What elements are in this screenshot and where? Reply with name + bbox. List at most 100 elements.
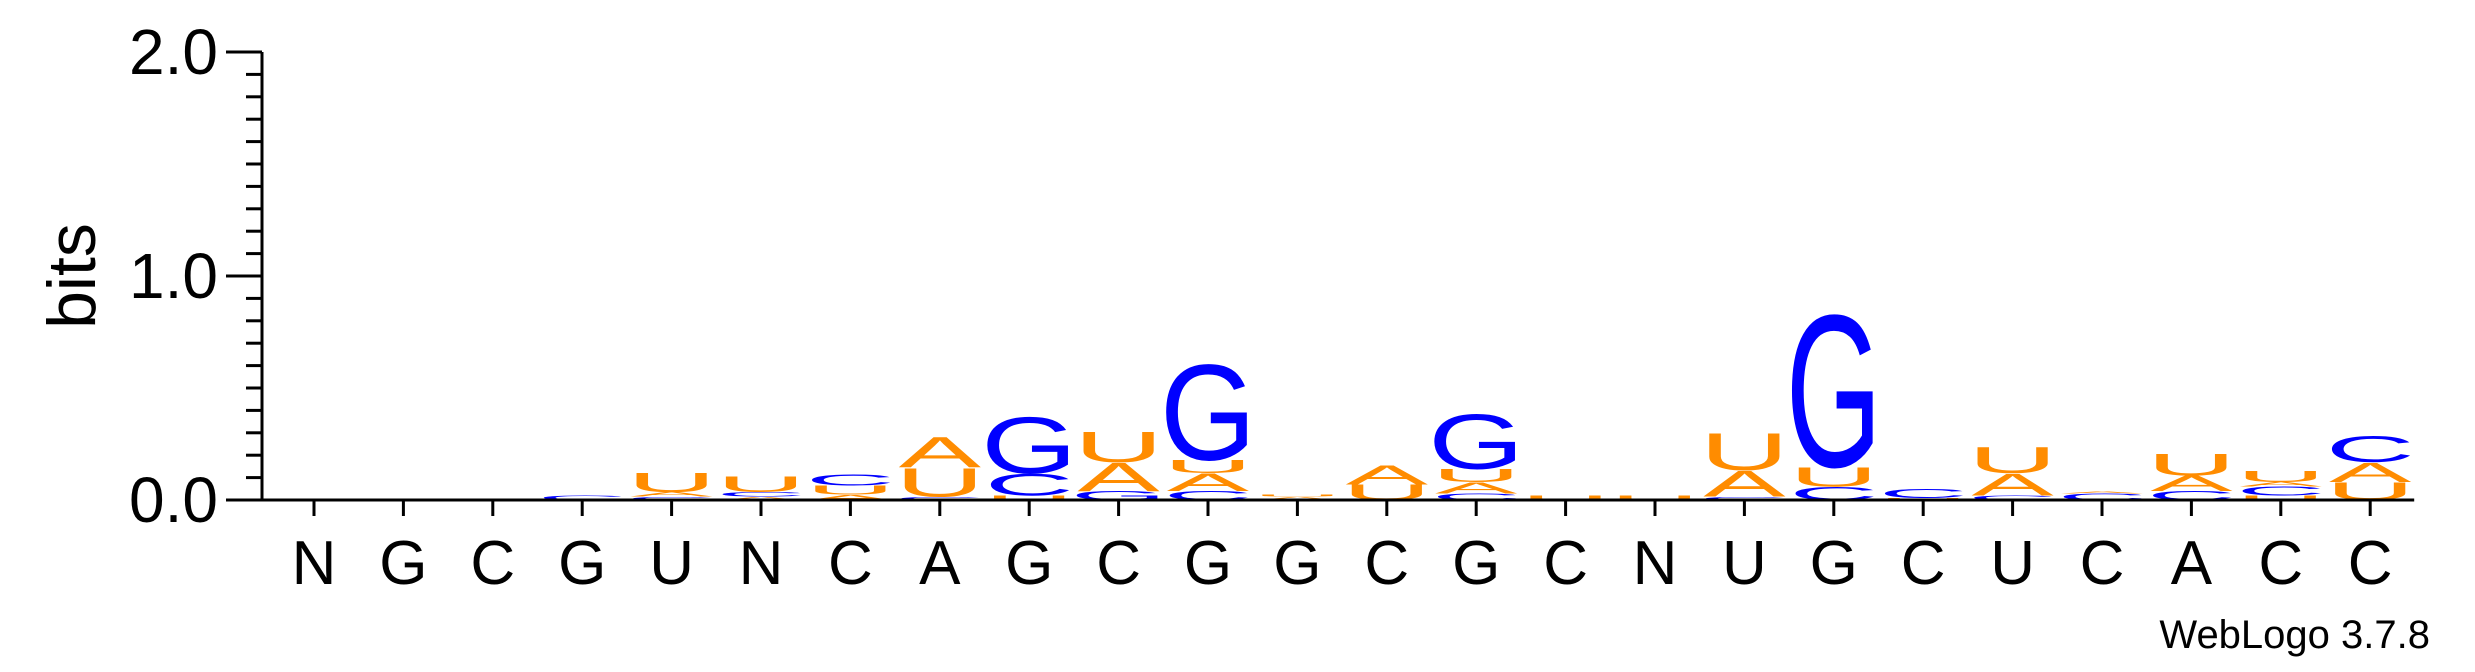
y-tick-label: 1.0 bbox=[129, 240, 218, 312]
stack-letter: U bbox=[806, 483, 895, 497]
stack-letter: C bbox=[1432, 492, 1521, 502]
stack-letter: A bbox=[720, 496, 803, 501]
stack-letter: U bbox=[2236, 494, 2325, 501]
x-tick-label: U bbox=[649, 529, 694, 598]
stack-letter: A bbox=[1435, 479, 1518, 496]
stack-letter: U bbox=[1074, 422, 1163, 471]
x-tick-label: G bbox=[558, 529, 606, 598]
stack-letter: U bbox=[1521, 494, 1610, 501]
stack-letter: A bbox=[2329, 457, 2412, 488]
stack-letter: U bbox=[895, 461, 984, 506]
stack-letter: C bbox=[895, 496, 984, 501]
y-tick-label: 2.0 bbox=[129, 16, 218, 88]
stack-letter: U bbox=[627, 467, 716, 498]
stack-letter: A bbox=[809, 493, 892, 502]
letter-stack: UAC bbox=[2326, 428, 2415, 505]
letter-stack: CA bbox=[2057, 490, 2146, 502]
letter-stack: GAU bbox=[1071, 422, 1167, 502]
stack-letter: U bbox=[1432, 465, 1521, 486]
stack-letter: C bbox=[985, 468, 1074, 503]
stack-letter: C bbox=[1700, 496, 1789, 501]
stack-letter: U bbox=[1163, 456, 1252, 477]
x-tick-label: A bbox=[2171, 529, 2213, 598]
stack-letter: U bbox=[2147, 447, 2236, 482]
letter-stack: C bbox=[538, 494, 627, 501]
stack-letter: A bbox=[2061, 490, 2144, 493]
weblogo-version-label: WebLogo 3.7.8 bbox=[2159, 613, 2430, 657]
stack-letter: U bbox=[1789, 461, 1878, 492]
letter-stack: CAU bbox=[2147, 447, 2236, 502]
x-tick-label: C bbox=[828, 529, 873, 598]
stack-letter: U bbox=[985, 494, 1074, 501]
x-tick-label: G bbox=[1005, 529, 1053, 598]
x-tick-label: C bbox=[2348, 529, 2393, 598]
letter-stack: ACU bbox=[716, 473, 805, 501]
stack-letter: C bbox=[627, 496, 716, 501]
stack-letter: A bbox=[1703, 463, 1786, 505]
x-tick-label: C bbox=[2258, 529, 2303, 598]
letter-stack: CAU bbox=[1700, 422, 1789, 504]
letter-stack: U bbox=[1521, 494, 1610, 501]
letter-stack: AU bbox=[1253, 494, 1342, 501]
stack-letter: G bbox=[981, 400, 1077, 491]
stack-letter: C bbox=[2057, 492, 2146, 502]
stack-letter: A bbox=[1167, 468, 1250, 496]
stack-letter: U bbox=[1610, 494, 1699, 501]
stack-letter: U bbox=[1700, 422, 1789, 481]
stack-letter: A bbox=[1077, 455, 1160, 500]
stack-letter: G bbox=[1428, 399, 1524, 486]
stack-letter: U bbox=[716, 473, 805, 497]
x-tick-label: U bbox=[1722, 529, 1767, 598]
stack-letter: C bbox=[538, 494, 627, 501]
stack-letter: C bbox=[1879, 487, 1968, 501]
x-tick-label: C bbox=[1543, 529, 1588, 598]
x-tick-label: G bbox=[1452, 529, 1500, 598]
letter-stack: CAU bbox=[627, 467, 716, 501]
x-tick-label: C bbox=[470, 529, 515, 598]
stack-letter: C bbox=[1968, 494, 2057, 501]
x-tick-label: C bbox=[1364, 529, 1409, 598]
y-axis: 0.0 1.0 2.0 bbox=[129, 16, 264, 536]
stack-letter: A bbox=[1346, 459, 1429, 490]
letter-stack: U bbox=[1610, 494, 1699, 501]
stack-letter: A bbox=[1256, 496, 1339, 501]
x-tick-label: G bbox=[1810, 529, 1858, 598]
letter-stacks: CCAUACUAUCCUAUCGGAUCAUGAUUACAUGUUCAUCUGU… bbox=[538, 270, 2415, 514]
stack-letter: U bbox=[2236, 468, 2325, 485]
letter-stack: UCG bbox=[981, 400, 1077, 502]
stack-letter: A bbox=[2240, 481, 2323, 488]
x-tick-label: N bbox=[292, 529, 337, 598]
stack-letter: U bbox=[1968, 440, 2057, 482]
stack-letter: C bbox=[716, 491, 805, 498]
letter-stack: CUA bbox=[895, 428, 984, 505]
stack-letter: G bbox=[1786, 270, 1882, 514]
stack-letter: A bbox=[1971, 468, 2053, 503]
stack-letter: A bbox=[899, 428, 982, 477]
x-tick-label: N bbox=[739, 529, 784, 598]
x-tick-label: G bbox=[1273, 529, 1321, 598]
stack-letter: C bbox=[806, 471, 895, 488]
x-tick-label: G bbox=[379, 529, 427, 598]
y-axis-label: bits bbox=[34, 223, 110, 329]
letter-stack: CAU bbox=[1968, 440, 2057, 503]
letter-stack: CUG bbox=[1786, 270, 1882, 514]
y-ticks: 0.0 1.0 2.0 bbox=[129, 16, 262, 536]
stack-letter: G bbox=[1160, 336, 1256, 489]
letter-stack: AUC bbox=[806, 471, 895, 501]
stack-letter: C bbox=[2236, 484, 2325, 498]
stack-letter: U bbox=[1253, 494, 1342, 497]
x-tick-label: C bbox=[1901, 529, 1946, 598]
y-tick-label: 0.0 bbox=[129, 464, 218, 536]
stack-letter: A bbox=[2150, 471, 2232, 495]
x-tick-label: N bbox=[1633, 529, 1678, 598]
letter-stack: UA bbox=[1342, 459, 1431, 505]
x-tick-label: G bbox=[1184, 529, 1232, 598]
stack-letter: A bbox=[630, 491, 713, 498]
